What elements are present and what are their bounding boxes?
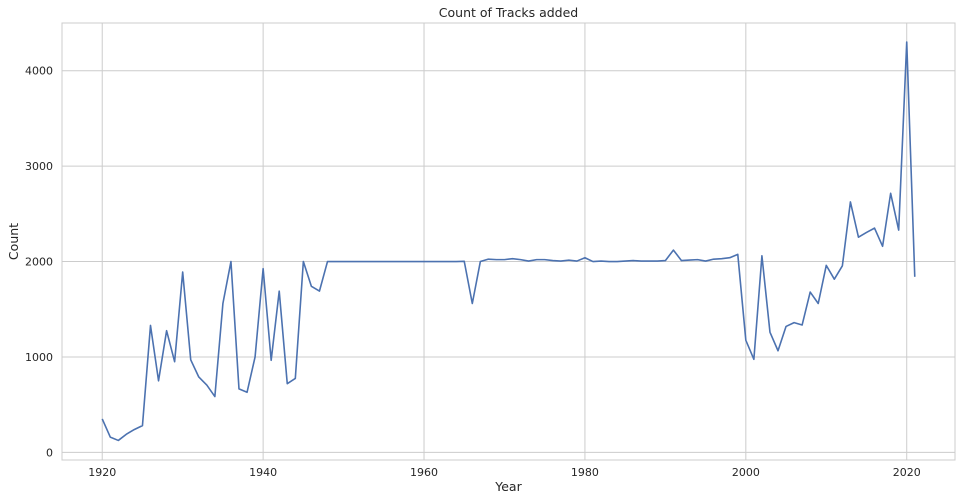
plot-frame	[61, 22, 956, 461]
x-tick-labels: 1920 1940 1960 1980 2000 2020	[88, 466, 921, 479]
y-tick-labels: 0 1000 2000 3000 4000	[25, 65, 53, 460]
x-tick-label: 2000	[732, 466, 760, 479]
chart-title: Count of Tracks added	[439, 5, 578, 20]
y-tick-label: 0	[46, 446, 53, 459]
x-gridlines	[101, 23, 908, 460]
y-axis-label: Count	[6, 223, 21, 260]
y-tick-label: 1000	[25, 351, 53, 364]
x-tick-label: 1920	[88, 466, 116, 479]
y-tick-label: 2000	[25, 256, 53, 269]
x-tick-label: 2020	[893, 466, 921, 479]
y-gridlines	[62, 70, 955, 453]
x-tick-label: 1960	[410, 466, 438, 479]
y-tick-label: 3000	[25, 160, 53, 173]
y-tick-label: 4000	[25, 65, 53, 78]
x-tick-label: 1980	[571, 466, 599, 479]
series-line	[101, 41, 916, 442]
x-tick-label: 1940	[249, 466, 277, 479]
x-axis-label: Year	[494, 479, 522, 494]
